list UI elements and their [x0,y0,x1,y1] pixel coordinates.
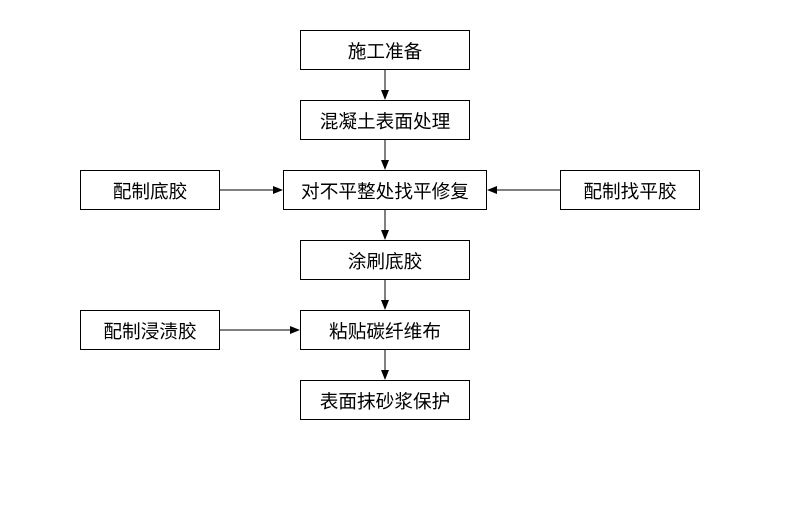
flowchart-node-label: 施工准备 [348,37,423,64]
flowchart-node: 粘贴碳纤维布 [300,310,470,350]
flowchart-node-label: 混凝土表面处理 [320,107,451,134]
flowchart-node-label: 配制找平胶 [583,177,676,204]
flowchart-node: 配制浸渍胶 [80,310,220,350]
flowchart-node-label: 对不平整处找平修复 [301,177,469,204]
flowchart-node: 混凝土表面处理 [300,100,470,140]
flowchart-canvas: 施工准备混凝土表面处理对不平整处找平修复 配制底胶 配制找平胶涂刷底胶粘贴碳纤维布 配… [0,0,800,530]
flowchart-node: 施工准备 [300,30,470,70]
flowchart-arrowhead [487,186,497,194]
flowchart-arrowhead [381,90,389,100]
flowchart-arrowhead [381,370,389,380]
flowchart-arrowhead [381,230,389,240]
flowchart-arrowhead [381,300,389,310]
flowchart-node: 表面抹砂浆保护 [300,380,470,420]
flowchart-node: 涂刷底胶 [300,240,470,280]
flowchart-node-label: 配制底胶 [113,177,188,204]
flowchart-arrowhead [381,160,389,170]
flowchart-arrowhead [273,186,283,194]
flowchart-arrowhead [290,326,300,334]
flowchart-node: 配制底胶 [80,170,220,210]
flowchart-node-label: 配制浸渍胶 [103,317,196,344]
flowchart-node-label: 表面抹砂浆保护 [320,387,451,414]
flowchart-node: 对不平整处找平修复 [283,170,487,210]
flowchart-node-label: 涂刷底胶 [348,247,423,274]
flowchart-node: 配制找平胶 [560,170,700,210]
flowchart-node-label: 粘贴碳纤维布 [329,317,441,344]
